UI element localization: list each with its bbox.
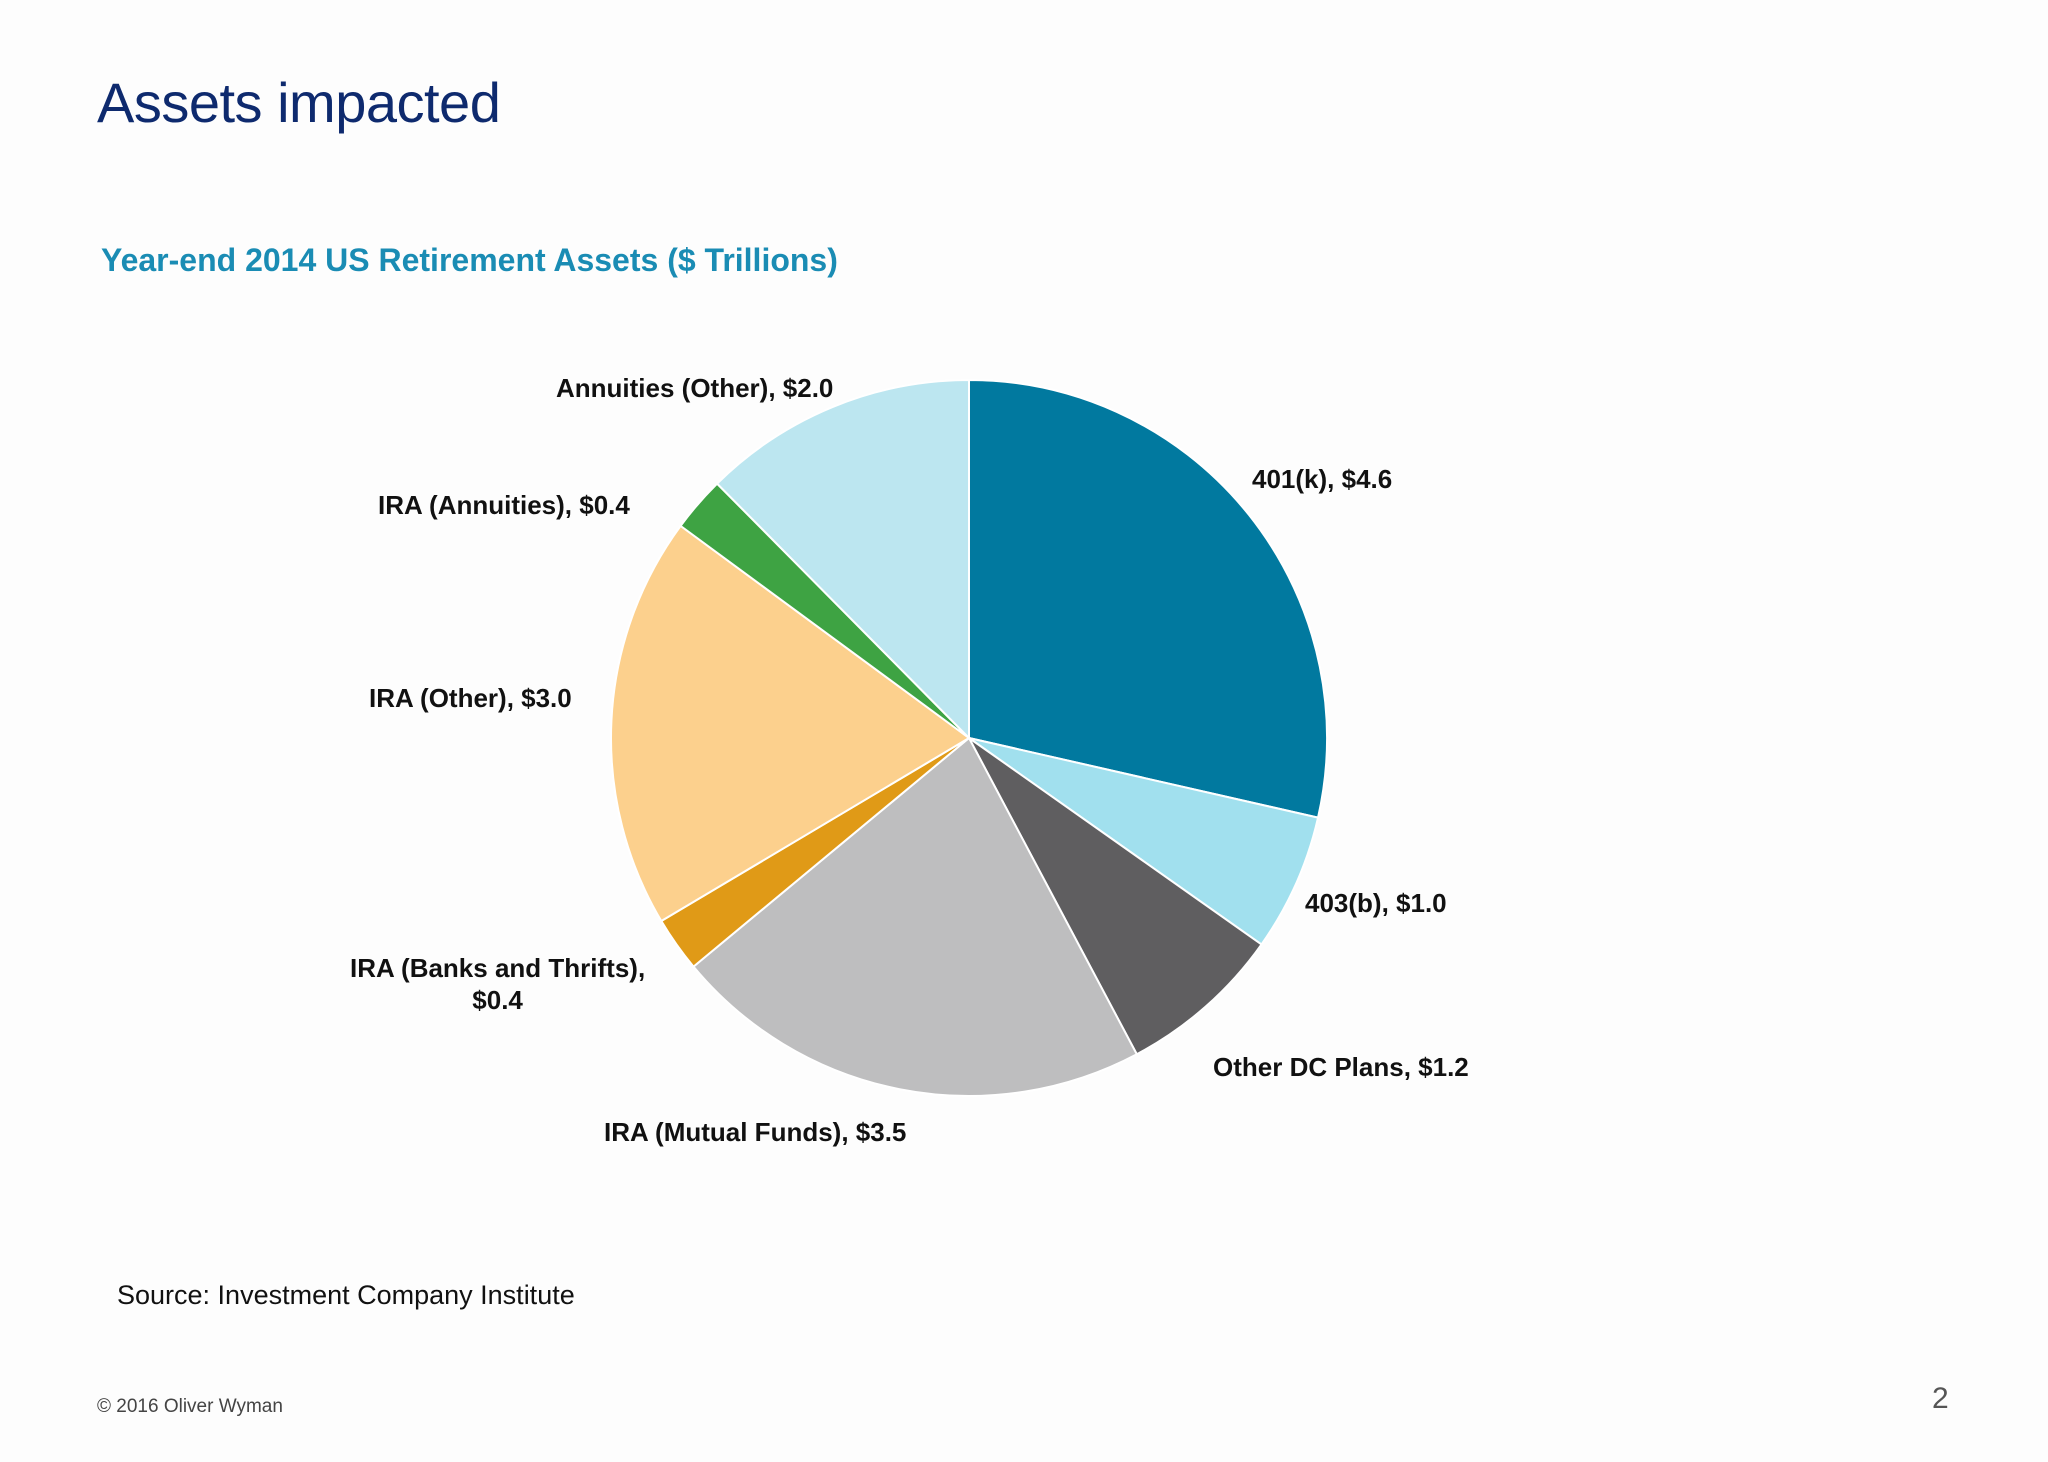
pie-slice-ira-mutual-funds	[692, 736, 1139, 1097]
label-ira-other: IRA (Other), $3.0	[369, 683, 572, 713]
label-401k: 401(k), $4.6	[1252, 464, 1393, 494]
label-other-dc-plans: Other DC Plans, $1.2	[1213, 1052, 1469, 1082]
pie-slice-403-b	[968, 737, 1320, 946]
slide-title: Assets impacted	[97, 71, 501, 134]
label-annuities-other: Annuities (Other), $2.0	[556, 373, 834, 403]
pie-slice-401-k	[968, 378, 1328, 819]
source-note: Source: Investment Company Institute	[117, 1280, 575, 1310]
pie-slice-annuities-other	[715, 378, 970, 741]
pie-slice-ira-other	[610, 524, 971, 923]
label-ira-annuities: IRA (Annuities), $0.4	[378, 490, 630, 520]
label-403b: 403(b), $1.0	[1305, 888, 1447, 918]
pie-slice-other-dc-plans	[968, 737, 1263, 1056]
label-ira-mutual-funds: IRA (Mutual Funds), $3.5	[604, 1117, 907, 1147]
page-number: 2	[1932, 1382, 1949, 1415]
copyright: © 2016 Oliver Wyman	[97, 1396, 283, 1417]
chart-title: Year-end 2014 US Retirement Assets ($ Tr…	[101, 242, 838, 278]
label-ira-banks-thrifts: IRA (Banks and Thrifts), $0.4	[350, 953, 646, 1015]
